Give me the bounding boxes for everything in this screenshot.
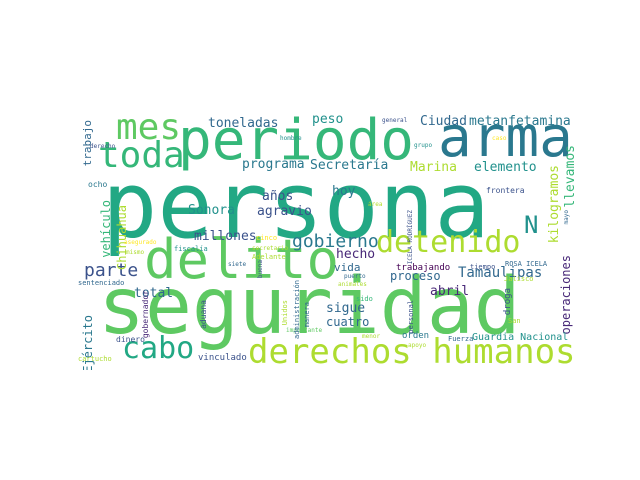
word-buena: buena bbox=[257, 260, 264, 279]
word-hecho: hecho bbox=[336, 247, 376, 262]
word-derecho: derecho bbox=[90, 143, 116, 150]
word-delito: delito bbox=[144, 228, 340, 291]
word-elemento: elemento bbox=[474, 160, 537, 175]
word-adelante: Adelante bbox=[252, 253, 286, 261]
word-jalisco: Jalisco bbox=[504, 275, 534, 283]
word-persona: persona bbox=[102, 152, 490, 259]
word-kilogramos: kilogramos bbox=[547, 165, 562, 244]
word-trabajando: trabajando bbox=[396, 263, 451, 273]
word-apoyo: apoyo bbox=[408, 342, 427, 349]
word-sonora: Sonora bbox=[188, 203, 235, 218]
word-toda: toda bbox=[98, 135, 185, 176]
word-seguridad: seguridad bbox=[98, 262, 521, 352]
word-cabo: cabo bbox=[122, 331, 195, 366]
word-mes: mes bbox=[116, 110, 182, 148]
word-total: total bbox=[134, 286, 174, 301]
word-manera: manera bbox=[303, 302, 311, 328]
word-droga: droga bbox=[503, 288, 513, 316]
word-cuatro: cuatro bbox=[326, 315, 370, 329]
word-metanfetamina: metanfetamina bbox=[469, 114, 571, 129]
word-operaciones: operaciones bbox=[559, 255, 573, 335]
word-dinero: dinero bbox=[116, 335, 145, 344]
word-sentenciado: sentenciado bbox=[78, 279, 125, 287]
word-millones: millones bbox=[194, 229, 257, 244]
word-animales: animales bbox=[338, 281, 367, 288]
word-fuerza: Fuerza bbox=[448, 335, 474, 343]
word-aduana: aduana bbox=[199, 300, 208, 329]
word-san: San bbox=[508, 317, 521, 325]
word-gobernador: gobernador bbox=[141, 290, 150, 339]
word-arma: arma bbox=[438, 110, 573, 170]
word-caso: caso bbox=[492, 135, 507, 142]
word-marina: Marina bbox=[410, 160, 457, 175]
word-ciudad: Ciudad bbox=[420, 114, 467, 129]
word-icela-rodriguez: ICELA RODRÍGUEZ bbox=[407, 210, 414, 265]
word-programa: programa bbox=[242, 157, 305, 172]
word-abril: abril bbox=[430, 284, 470, 299]
word-frontera: frontera bbox=[486, 186, 525, 195]
word-anos: años bbox=[262, 189, 294, 204]
word-vida: vida bbox=[334, 261, 361, 274]
word-tamaulipas: Tamaulipas bbox=[458, 265, 543, 281]
word-guardia-nacional: Guardia Nacional bbox=[472, 332, 569, 343]
word-periodo: periodo bbox=[178, 110, 415, 173]
word-general: general bbox=[382, 117, 408, 124]
word-proceso: proceso bbox=[390, 269, 441, 283]
word-secretaria: Secretaría bbox=[310, 158, 389, 173]
word-derechos-humanos: derechos humanos bbox=[248, 332, 576, 370]
word-mismo: mismo bbox=[126, 249, 145, 256]
word-mayo: mayo bbox=[563, 210, 570, 225]
word-parte: parte bbox=[84, 260, 139, 281]
word-administracion: administración bbox=[293, 280, 301, 340]
word-fiscalia: fiscalía bbox=[174, 245, 208, 253]
word-agravio: agravio bbox=[257, 204, 312, 219]
word-tiempo: tiempo bbox=[470, 263, 496, 271]
word-ocho: ocho bbox=[88, 180, 108, 189]
word-sido: sido bbox=[356, 295, 373, 303]
word-detenido: detenido bbox=[376, 225, 521, 260]
word-hombre: hombre bbox=[280, 135, 302, 142]
word-siete: siete bbox=[228, 261, 247, 268]
word-chihuahua: Chihuahua bbox=[115, 205, 129, 271]
word-gobierno: gobierno bbox=[292, 231, 379, 252]
word-personal: personal bbox=[407, 300, 415, 334]
word-grupo: grupo bbox=[414, 142, 433, 149]
word-puerto: puerto bbox=[344, 273, 366, 280]
word-vehiculo: vehículo bbox=[99, 200, 113, 258]
word-peso: peso bbox=[312, 112, 344, 127]
word-secretario: secretario bbox=[252, 245, 289, 252]
word-cinco: cinco bbox=[256, 234, 278, 242]
word-hoy: hoy bbox=[332, 184, 356, 199]
word-area: área bbox=[368, 201, 383, 208]
word-rosa-icela: ROSA ICELA bbox=[505, 260, 548, 268]
word-vinculado: vinculado bbox=[198, 353, 247, 363]
word-menor: menor bbox=[362, 333, 381, 340]
word-asegurado: asegurado bbox=[124, 239, 157, 246]
word-llevamos: llevamos bbox=[563, 145, 578, 208]
word-cartucho: cartucho bbox=[78, 355, 112, 363]
word-cloud: persona seguridad delito arma periodo derecho… bbox=[72, 110, 582, 370]
word-importante: importante bbox=[286, 327, 323, 334]
word-sigue: sigue bbox=[326, 301, 366, 316]
word-unidos: Unidos bbox=[281, 300, 289, 326]
word-toneladas: toneladas bbox=[208, 116, 279, 131]
word-orden: orden bbox=[402, 331, 430, 341]
word-n: N bbox=[524, 211, 539, 239]
